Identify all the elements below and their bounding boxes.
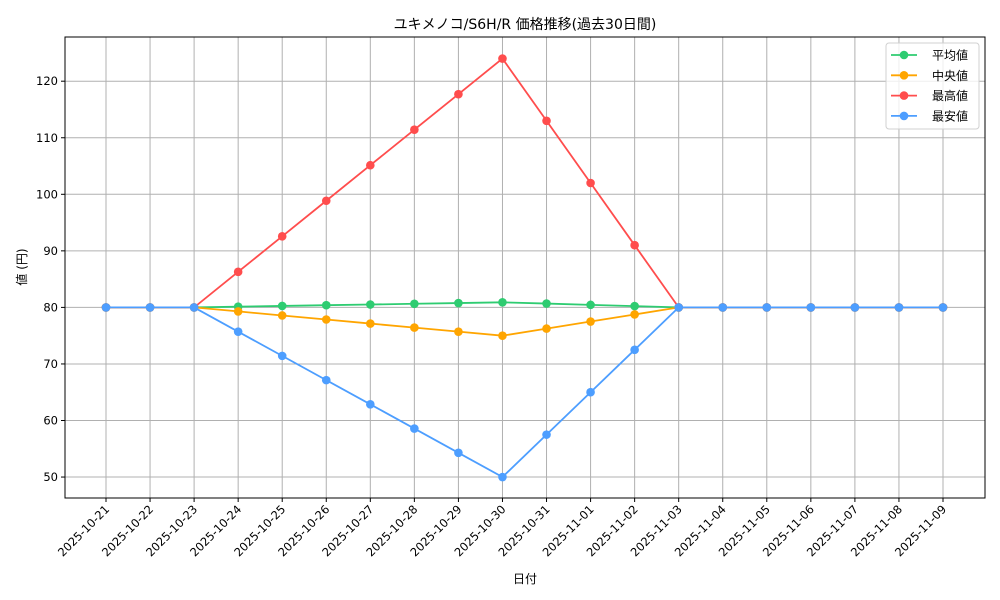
data-point (277, 311, 287, 320)
data-point (806, 303, 816, 312)
data-point (233, 327, 243, 336)
y-tick-label: 80 (43, 300, 58, 314)
data-point (366, 160, 375, 170)
data-point (321, 196, 331, 206)
legend-label: 中央値 (932, 68, 968, 83)
data-point (630, 310, 639, 319)
data-point (718, 303, 728, 312)
data-point (189, 303, 199, 312)
x-axis-ticks: 2025-10-212025-10-222025-10-232025-10-24… (55, 498, 949, 559)
y-tick-label: 100 (36, 187, 58, 201)
y-tick-label: 90 (43, 244, 58, 258)
data-point (542, 324, 551, 333)
data-point (630, 240, 639, 250)
data-point (233, 307, 243, 316)
y-tick-label: 70 (43, 357, 58, 371)
data-point (277, 301, 287, 311)
data-point (586, 300, 595, 310)
data-point (410, 424, 419, 433)
data-point (321, 315, 331, 324)
y-tick-label: 120 (36, 74, 58, 88)
data-point (630, 345, 639, 355)
legend-label: 平均値 (932, 48, 968, 63)
data-point (674, 303, 683, 312)
data-point (366, 400, 375, 409)
data-point (277, 232, 287, 241)
legend-label: 最高値 (932, 88, 968, 103)
data-point (762, 303, 772, 312)
y-tick-label: 50 (43, 470, 58, 484)
data-point (498, 331, 507, 340)
data-point (498, 472, 507, 482)
series-line (101, 303, 948, 482)
data-point (321, 375, 331, 385)
data-point (586, 178, 595, 188)
series-line (101, 54, 948, 312)
data-point (410, 125, 419, 134)
data-point (366, 300, 375, 309)
data-point (366, 319, 375, 328)
series-line (101, 303, 948, 340)
y-tick-label: 110 (36, 131, 58, 145)
data-point (850, 303, 860, 312)
data-point (454, 448, 463, 458)
data-point (630, 301, 639, 311)
data-point (454, 89, 463, 99)
data-point (542, 299, 551, 308)
chart-title: ユキメノコ/S6H/R 価格推移(過去30日間) (394, 17, 657, 33)
y-axis-label: 値 (円) (14, 248, 29, 285)
series-lines (101, 54, 948, 482)
data-point (542, 116, 551, 126)
data-point (498, 298, 507, 307)
data-point (410, 323, 419, 332)
data-point (894, 303, 904, 312)
x-axis-label: 日付 (513, 572, 537, 586)
y-tick-label: 60 (43, 414, 58, 428)
data-point (586, 387, 595, 397)
data-point (233, 267, 243, 277)
data-point (277, 351, 287, 361)
grid-lines (65, 37, 985, 498)
data-point (410, 299, 419, 309)
data-point (101, 303, 111, 312)
data-point (145, 303, 155, 312)
y-axis-ticks: 50 60 70 80 90 100 110 120 (36, 74, 65, 484)
legend-box (885, 42, 980, 130)
data-point (542, 430, 551, 439)
data-point (498, 54, 507, 63)
data-point (454, 327, 463, 336)
data-point (321, 300, 331, 310)
data-point (586, 317, 595, 326)
legend-label: 最安値 (932, 108, 968, 123)
data-point (938, 303, 948, 312)
plot-frame (64, 36, 986, 499)
data-point (454, 298, 463, 308)
